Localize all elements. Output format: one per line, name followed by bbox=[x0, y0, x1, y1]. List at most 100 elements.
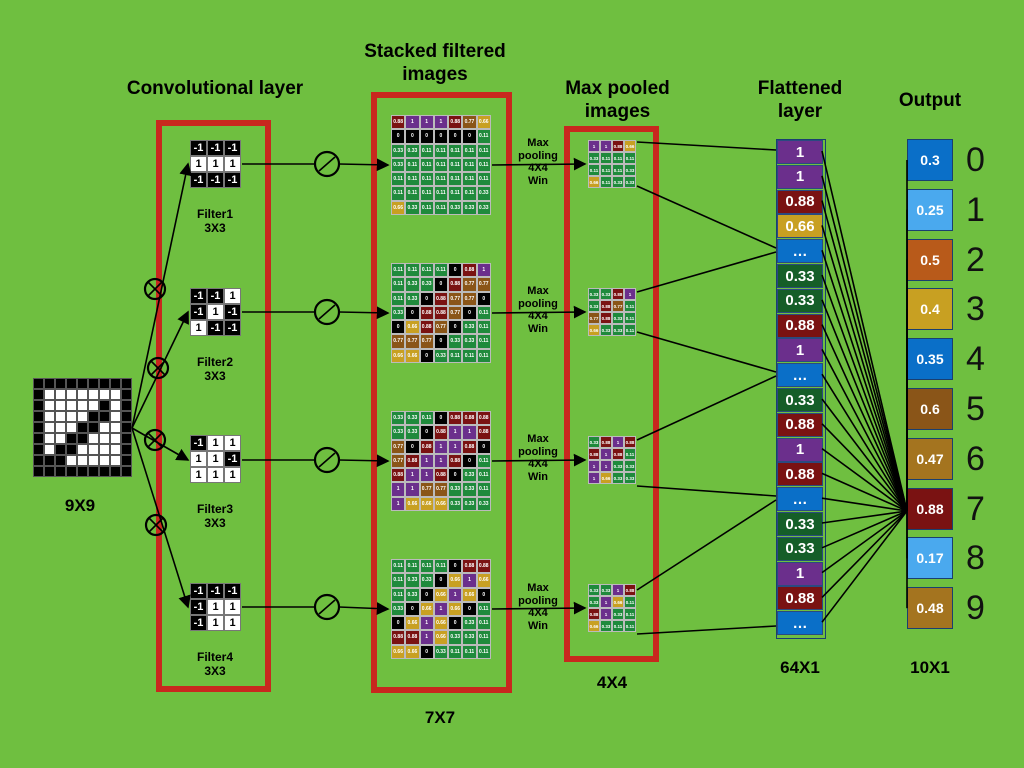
stacked-cell: 0.66 bbox=[405, 496, 420, 511]
filter-cell: 1 bbox=[224, 467, 241, 483]
convolutional-layer-frame bbox=[156, 120, 271, 692]
input-pixel bbox=[77, 433, 88, 444]
input-pixel bbox=[66, 433, 77, 444]
stacked-cell: 0.11 bbox=[448, 172, 463, 187]
flat-to-output-line bbox=[821, 447, 908, 512]
flat-to-output-line bbox=[821, 150, 908, 512]
stacked-cell: 1 bbox=[448, 439, 463, 454]
pooled-cell: 0.66 bbox=[588, 324, 600, 336]
input-pixel bbox=[77, 400, 88, 411]
filter-cell: -1 bbox=[190, 304, 207, 320]
pooled-cell: 0.33 bbox=[588, 596, 600, 608]
stacked-cell: 0.33 bbox=[405, 291, 420, 306]
filter-cell: 1 bbox=[207, 156, 224, 172]
input-pixel bbox=[110, 466, 121, 477]
input-pixel bbox=[99, 444, 110, 455]
to-stacked-line bbox=[338, 602, 390, 615]
flattened-cell: … bbox=[777, 239, 823, 264]
stacked-cell: 0.11 bbox=[448, 348, 463, 363]
pooled-cell: 0.88 bbox=[588, 448, 600, 460]
to-stacked-line bbox=[338, 158, 390, 172]
max-pooling-label-word: Win bbox=[527, 619, 549, 632]
flattened-cell: 0.88 bbox=[777, 586, 823, 611]
filter-cell: -1 bbox=[190, 615, 207, 631]
input-pixel bbox=[88, 378, 99, 389]
filter-name: Filter4 bbox=[196, 650, 233, 664]
stacked-cell: 0.66 bbox=[476, 115, 491, 130]
stacked-cell: 0.77 bbox=[391, 334, 406, 349]
input-pixel bbox=[44, 411, 55, 422]
filter-cell: 1 bbox=[207, 615, 224, 631]
stacked-cell: 0.11 bbox=[433, 157, 449, 173]
stacked-cell: 0.33 bbox=[462, 334, 477, 349]
input-pixel bbox=[44, 466, 55, 477]
stacked-cell: 0 bbox=[419, 587, 434, 602]
filter-cell: 1 bbox=[207, 304, 224, 320]
stacked-cell: 0 bbox=[391, 616, 406, 631]
max-pooling-label-word: Max bbox=[527, 582, 549, 594]
pooled-to-flat-line bbox=[636, 185, 777, 249]
pooled-cell: 0.66 bbox=[588, 176, 600, 188]
output-cell-1: 0.25 bbox=[907, 188, 953, 231]
stacked-cell: 0.77 bbox=[462, 291, 477, 306]
input-image-9x9 bbox=[33, 378, 132, 477]
stacked-cell: 0 bbox=[448, 559, 463, 574]
input-pixel bbox=[88, 422, 99, 433]
stacked-cell: 0 bbox=[462, 453, 477, 469]
operator-cross bbox=[150, 360, 166, 376]
stacked-cell: 0.33 bbox=[476, 200, 491, 215]
stacked-cell: 1 bbox=[433, 601, 449, 617]
input-pixel bbox=[55, 411, 66, 422]
pooled-cell: 1 bbox=[588, 460, 600, 472]
pooled-cell: 0.66 bbox=[600, 472, 612, 484]
stacked-cell: 0.66 bbox=[433, 616, 449, 631]
stacked-cell: 1 bbox=[476, 263, 491, 278]
stacked-images-frame bbox=[371, 92, 512, 693]
input-pixel bbox=[110, 444, 121, 455]
pooled-cell: 1 bbox=[588, 472, 600, 484]
stacked-cell: 0.88 bbox=[476, 411, 491, 426]
pooled-cell: 0.33 bbox=[624, 164, 636, 176]
operator-cross bbox=[147, 432, 163, 448]
filter-cell: -1 bbox=[190, 288, 207, 304]
output-digit-5: 5 bbox=[966, 390, 985, 428]
filter-name: Filter3 bbox=[196, 502, 233, 516]
stacked-cell: 1 bbox=[391, 482, 406, 497]
pooled-cell: 0.11 bbox=[612, 164, 624, 176]
output-digit-3: 3 bbox=[966, 290, 985, 329]
filter-3-grid: -1 1 1 1 1 -1 1 1 1 bbox=[190, 435, 241, 483]
stacked-cell: 1 bbox=[433, 439, 449, 454]
flattened-cell: 1 bbox=[777, 561, 823, 586]
input-size-label: 9X9 bbox=[64, 496, 96, 515]
pooled-cell: 1 bbox=[600, 460, 612, 472]
stacked-cell: 0 bbox=[419, 348, 434, 363]
pooled-cell: 0.33 bbox=[612, 176, 624, 188]
filter-cell: 1 bbox=[207, 599, 224, 615]
filter-1-label: Filter1 3X3 bbox=[175, 207, 255, 235]
stacked-cell: 0.33 bbox=[476, 186, 491, 201]
stacked-image-3: 0.33 0.33 0.11 0 0.88 0.88 0.88 0.33 0.33 0 0.88 1 1… bbox=[391, 411, 491, 511]
input-to-filter-line bbox=[131, 427, 191, 609]
stacked-cell: 0.11 bbox=[476, 129, 491, 144]
stacked-cell: 0.33 bbox=[448, 496, 463, 511]
output-digit-2: 2 bbox=[966, 240, 985, 279]
flat-to-output-line bbox=[821, 299, 908, 512]
stacked-cell: 1 bbox=[448, 425, 463, 440]
stacked-cell: 0.88 bbox=[462, 263, 477, 278]
stacked-cell: 0 bbox=[448, 320, 463, 335]
pooled-image-2: 0.33 0.33 0.88 1 0.33 0.88 0.77 0.11 0.77 0.88 0.3… bbox=[588, 288, 636, 336]
stacked-cell: 0.11 bbox=[419, 186, 434, 201]
stacked-cell: 0.11 bbox=[462, 186, 477, 201]
filter-cell: -1 bbox=[190, 599, 207, 615]
max-pooling-label-word: pooling bbox=[518, 445, 558, 458]
stacked-cell: 0 bbox=[391, 320, 406, 335]
filter-cell: 1 bbox=[190, 467, 207, 483]
pooled-cell: 0.88 bbox=[624, 436, 636, 448]
output-size-label: 10X1 bbox=[910, 658, 950, 677]
stacked-cell: 0.11 bbox=[419, 172, 434, 187]
pooled-cell: 0.11 bbox=[600, 152, 612, 164]
filter-cell: -1 bbox=[224, 583, 241, 599]
stacked-cell: 0.77 bbox=[448, 305, 463, 321]
pooled-cell: 0.11 bbox=[624, 152, 636, 164]
stacked-cell: 0.88 bbox=[419, 320, 434, 335]
